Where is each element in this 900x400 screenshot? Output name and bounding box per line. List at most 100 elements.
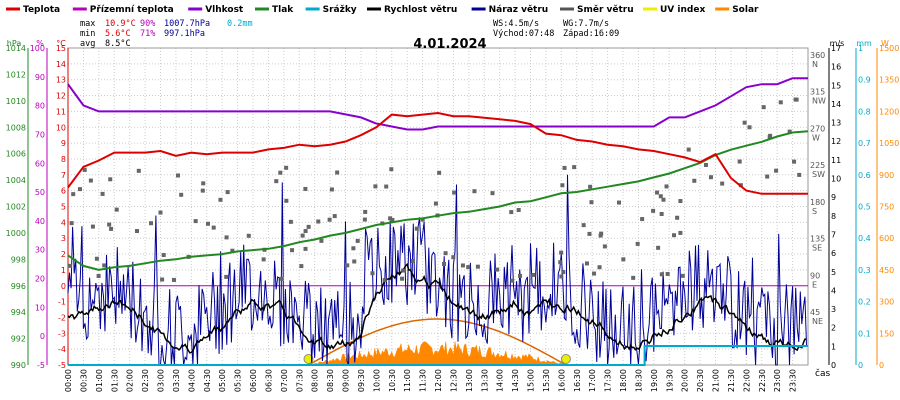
axis-title: °C xyxy=(56,39,66,48)
direction-point xyxy=(659,272,664,277)
x-tick-label: 05:30 xyxy=(234,369,243,392)
tick-label: 100 xyxy=(30,44,45,53)
stat-max-temp: 10.9°C xyxy=(105,19,136,29)
legend-label: Přízemní teplota xyxy=(90,5,174,15)
tick-label: N xyxy=(812,60,818,69)
direction-point xyxy=(211,225,216,230)
tick-label: 0.4 xyxy=(858,234,871,243)
tick-label: 13 xyxy=(831,119,841,128)
tick-label: S xyxy=(812,207,817,216)
tick-label: 16 xyxy=(831,63,841,72)
tick-label: 0 xyxy=(61,282,66,291)
tick-label: 1200 xyxy=(879,107,899,116)
direction-point xyxy=(67,263,72,268)
tick-label: 5 xyxy=(831,268,836,277)
direction-point xyxy=(742,120,747,125)
tick-label: 8 xyxy=(831,212,836,221)
tick-label: 1 xyxy=(831,342,836,351)
x-tick-label: 05:00 xyxy=(218,369,227,392)
tick-label: 10 xyxy=(35,303,45,312)
axis-title: hPa xyxy=(7,39,22,48)
x-tick-label: 10:00 xyxy=(372,369,381,392)
x-tick-label: 10:30 xyxy=(388,369,397,392)
axis-mm: 0 0.1 0.2 0.3 0.4 0.5 0.6 0.7 0.8 0.9 1mm xyxy=(855,39,872,370)
direction-point xyxy=(102,263,107,268)
direction-point xyxy=(388,216,393,221)
legend-label: UV index xyxy=(660,5,705,15)
tick-label: 0.3 xyxy=(858,266,871,275)
direction-point xyxy=(108,177,113,182)
tick-label: 4 xyxy=(61,218,66,227)
direction-point xyxy=(390,217,395,222)
direction-point xyxy=(495,267,500,272)
direction-point xyxy=(136,168,141,173)
legend-label: Vlhkost xyxy=(205,5,244,15)
tick-label: 180 xyxy=(810,198,825,207)
direction-point xyxy=(401,268,406,273)
direction-point xyxy=(472,189,477,194)
direction-point xyxy=(363,209,368,214)
legend: Teplota Přízemní teplota Vlhkost Tlak Srážky… xyxy=(6,4,759,15)
x-tick-label: 18:30 xyxy=(634,369,643,392)
direction-point xyxy=(433,201,438,206)
x-tick-label: 16:00 xyxy=(557,369,566,392)
tick-label: 0 xyxy=(879,361,884,370)
direction-point xyxy=(284,198,289,203)
direction-point xyxy=(561,270,566,275)
legend-label: Náraz větru xyxy=(489,4,549,15)
chart-title: 4.01.2024 xyxy=(413,37,486,52)
direction-point xyxy=(661,197,666,202)
direction-point xyxy=(678,230,683,235)
stat-max-press: 1007.7hPa xyxy=(164,19,210,29)
tick-label: 998 xyxy=(11,255,26,264)
direction-point xyxy=(201,181,206,186)
direction-point xyxy=(794,97,799,102)
x-tick-label: 02:30 xyxy=(141,369,150,392)
stat-avg-label: avg xyxy=(80,39,95,49)
direction-point xyxy=(664,184,669,189)
tick-label: 300 xyxy=(879,298,894,307)
direction-point xyxy=(200,188,205,193)
direction-point xyxy=(414,226,419,231)
tick-label: 15 xyxy=(56,44,66,53)
tick-label: 6 xyxy=(61,187,66,196)
tick-label: 135 xyxy=(810,235,825,244)
series-gust xyxy=(67,174,807,366)
direction-point xyxy=(114,207,119,212)
direction-point xyxy=(686,147,691,152)
direction-point xyxy=(442,262,447,267)
x-tick-label: 00:30 xyxy=(79,369,88,392)
tick-label: SE xyxy=(812,244,822,253)
axis-pct: -5 0 10 20 30 40 50 60 70 80 90 100% xyxy=(30,39,48,370)
direction-point xyxy=(90,224,95,229)
direction-point xyxy=(88,178,93,183)
tick-label: 60 xyxy=(35,159,45,168)
tick-label: 0.2 xyxy=(858,298,871,307)
direction-point xyxy=(787,129,792,134)
direction-point xyxy=(509,210,514,215)
direction-point xyxy=(659,211,664,216)
direction-point xyxy=(635,241,640,246)
x-tick-label: 13:30 xyxy=(480,369,489,392)
direction-point xyxy=(651,208,656,213)
tick-label: 2 xyxy=(61,250,66,259)
tick-label: 13 xyxy=(56,76,66,85)
direction-point xyxy=(329,187,334,192)
direction-point xyxy=(77,187,82,192)
x-tick-label: 01:30 xyxy=(110,369,119,392)
direction-point xyxy=(274,179,279,184)
direction-point xyxy=(581,223,586,228)
x-tick-label: 19:00 xyxy=(650,369,659,392)
stat-max-hum: 90% xyxy=(140,19,155,29)
direction-point xyxy=(631,275,636,280)
tick-label: 12 xyxy=(831,137,841,146)
direction-point xyxy=(558,260,563,265)
x-tick-label: 21:30 xyxy=(727,369,736,392)
direction-point xyxy=(678,199,683,204)
series-temperature xyxy=(67,111,808,195)
tick-label: 7 xyxy=(61,171,66,180)
direction-point xyxy=(179,192,184,197)
